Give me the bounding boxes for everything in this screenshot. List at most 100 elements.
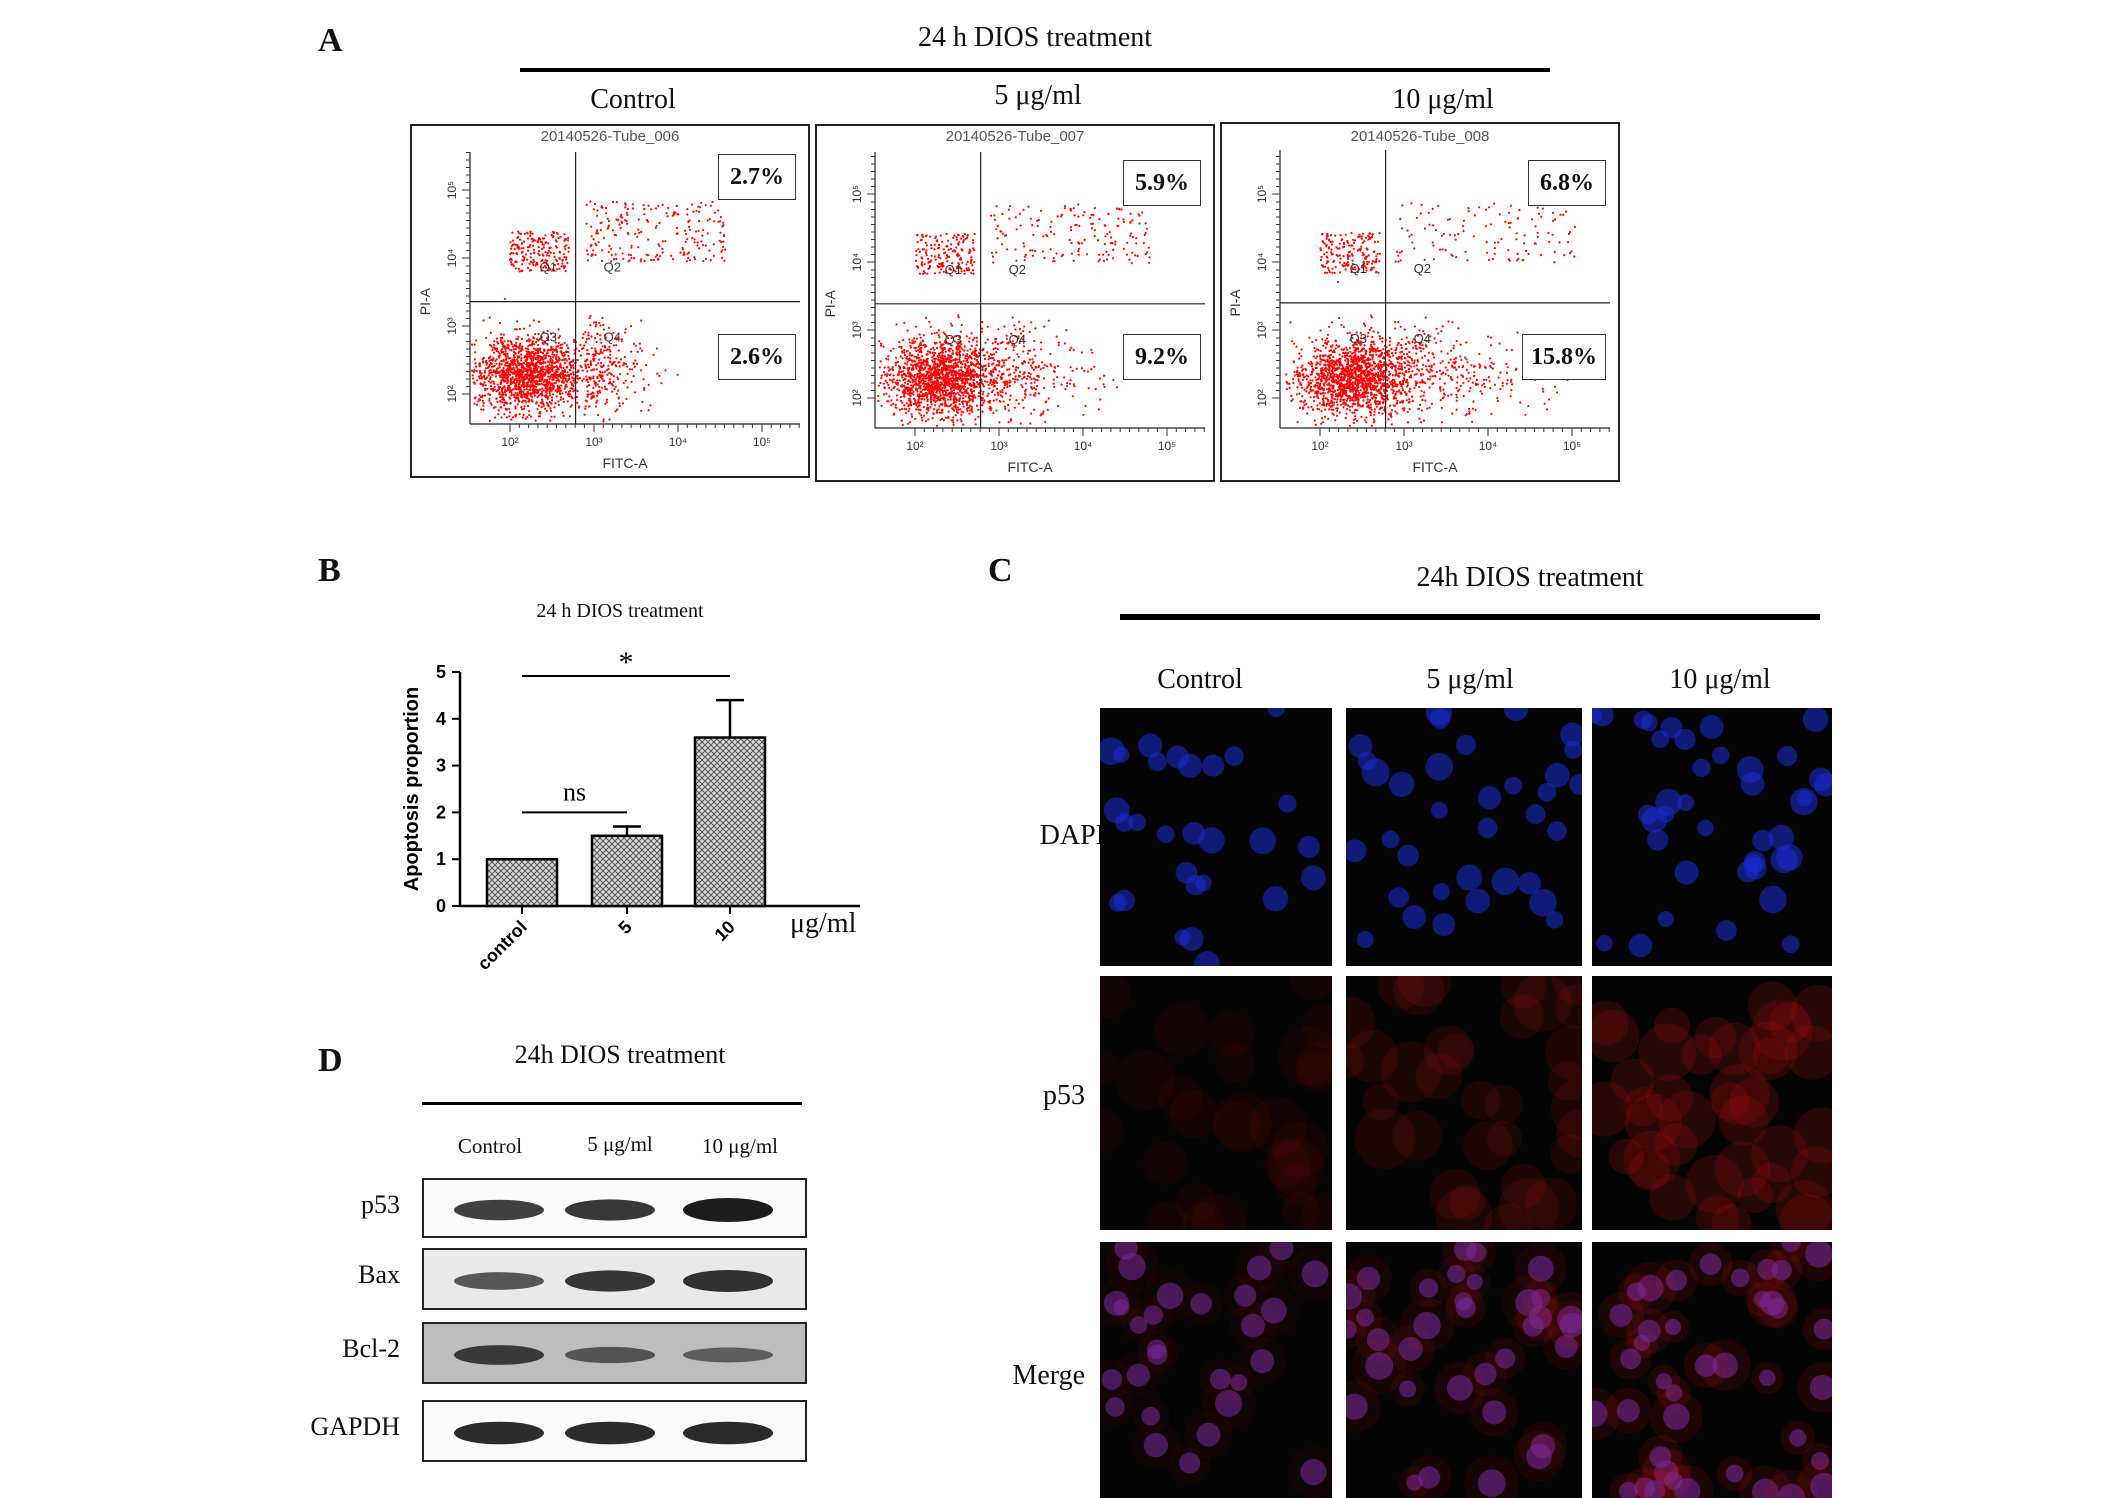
panel-c-header-rule xyxy=(1120,614,1820,620)
x-axis-label: FITC-A xyxy=(602,455,648,471)
panel-c-row-dapi: DAPI xyxy=(1005,820,1105,852)
panel-c-col-5: 5 μg/ml xyxy=(1345,664,1595,696)
quadrant-label: Q3 xyxy=(540,330,557,345)
blot-band xyxy=(683,1422,773,1445)
y-tick-label: 10⁴ xyxy=(1255,253,1269,272)
panel-b-unit-label: μg/ml xyxy=(790,908,856,940)
x-tick-label: 10⁴ xyxy=(1074,439,1093,453)
micrograph-dapi-5μg/ml xyxy=(1346,708,1582,966)
y-tick-label: 10⁴ xyxy=(445,249,459,268)
blot-strip-p53 xyxy=(422,1178,807,1238)
micrograph-merge-10μg/ml xyxy=(1592,1242,1832,1498)
y-tick-label: 10² xyxy=(1255,389,1269,406)
quadrant-label: Q1 xyxy=(540,260,557,275)
blot-band xyxy=(454,1422,544,1445)
flow-events xyxy=(471,201,726,423)
x-axis-label: FITC-A xyxy=(1412,459,1458,475)
x-tick-label: 10⁵ xyxy=(1158,439,1176,453)
panel-d-col-10: 10 μg/ml xyxy=(680,1134,800,1159)
panel-a-header: 24 h DIOS treatment xyxy=(520,22,1550,54)
quadrant-label: Q2 xyxy=(604,260,621,275)
x-tick-label: 10³ xyxy=(585,435,602,449)
quadrant-label: Q3 xyxy=(1350,331,1367,346)
y-tick-label: 10³ xyxy=(445,317,459,334)
bar-10 xyxy=(695,738,765,906)
micrograph-merge-Control xyxy=(1100,1242,1332,1498)
y-tick-label: 4 xyxy=(436,709,446,729)
quadrant-label: Q4 xyxy=(1009,332,1026,347)
panel-c-letter: C xyxy=(988,552,1013,590)
micrograph-dapi-10μg/ml xyxy=(1592,708,1832,966)
panel-c-row-p53: p53 xyxy=(1005,1080,1085,1112)
panel-c-col-control: Control xyxy=(1100,664,1300,696)
flow-events xyxy=(877,203,1150,427)
lower-right-percent: 9.2% xyxy=(1123,334,1201,380)
panel-d-letter: D xyxy=(318,1042,343,1080)
panel-c-row-merge: Merge xyxy=(1005,1360,1085,1392)
bar-control xyxy=(487,859,557,906)
blot-band xyxy=(454,1345,544,1365)
panel-b-letter: B xyxy=(318,552,341,590)
blot-band xyxy=(683,1198,773,1222)
quadrant-label: Q4 xyxy=(1414,331,1431,346)
upper-right-percent: 2.7% xyxy=(718,154,796,200)
x-tick-label: 10 xyxy=(711,917,739,945)
x-tick-label: 10⁴ xyxy=(669,435,688,449)
blot-band xyxy=(565,1270,655,1291)
quadrant-label: Q1 xyxy=(945,262,962,277)
y-axis-label: PI-A xyxy=(417,287,433,315)
blot-band xyxy=(683,1270,773,1292)
y-tick-label: 10² xyxy=(445,385,459,402)
x-tick-label: 5 xyxy=(615,917,636,938)
y-axis-label: PI-A xyxy=(822,290,838,318)
upper-right-percent: 6.8% xyxy=(1528,160,1606,206)
blot-band xyxy=(565,1347,655,1363)
x-tick-label: control xyxy=(474,917,531,974)
significance-label: * xyxy=(619,646,634,679)
micrograph-merge-5μg/ml xyxy=(1346,1242,1582,1498)
panel-b-title: 24 h DIOS treatment xyxy=(470,600,770,623)
blot-band xyxy=(454,1200,544,1221)
x-tick-label: 10² xyxy=(501,435,518,449)
micrograph-p53-Control xyxy=(1100,976,1332,1230)
blot-strip-bax xyxy=(422,1248,807,1310)
quadrant-label: Q1 xyxy=(1350,261,1367,276)
panel-a-header-rule xyxy=(520,68,1550,72)
y-tick-label: 10² xyxy=(850,389,864,406)
panel-d-col-control: Control xyxy=(430,1134,550,1159)
x-tick-label: 10⁵ xyxy=(1563,439,1581,453)
flow-events xyxy=(1285,202,1602,427)
y-tick-label: 3 xyxy=(436,756,446,776)
panel-d-header-rule xyxy=(422,1102,802,1105)
x-tick-label: 10⁴ xyxy=(1479,439,1498,453)
panel-a-condition-10: 10 μg/ml xyxy=(1220,84,1666,116)
x-tick-label: 10³ xyxy=(990,439,1007,453)
blot-strip-gapdh xyxy=(422,1400,807,1462)
panel-a-letter: A xyxy=(318,22,343,60)
quadrant-label: Q2 xyxy=(1414,261,1431,276)
y-axis-label: Apoptosis proportion xyxy=(401,687,423,891)
quadrant-label: Q2 xyxy=(1009,262,1026,277)
y-tick-label: 10³ xyxy=(850,321,864,338)
y-axis-label: PI-A xyxy=(1227,289,1243,317)
lower-right-percent: 15.8% xyxy=(1522,334,1606,380)
y-tick-label: 10⁵ xyxy=(1255,185,1269,203)
y-tick-label: 0 xyxy=(436,896,446,916)
y-tick-label: 1 xyxy=(436,849,446,869)
y-tick-label: 10⁵ xyxy=(445,181,459,199)
panel-a-condition-5: 5 μg/ml xyxy=(815,80,1261,112)
x-tick-label: 10³ xyxy=(1395,439,1412,453)
blot-band xyxy=(565,1199,655,1220)
lower-right-percent: 2.6% xyxy=(718,334,796,380)
micrograph-p53-10μg/ml xyxy=(1592,976,1832,1230)
y-tick-label: 10⁴ xyxy=(850,253,864,272)
micrograph-dapi-Control xyxy=(1100,708,1332,966)
blot-row-label-bcl-2: Bcl-2 xyxy=(290,1334,400,1364)
blot-strip-bcl-2 xyxy=(422,1322,807,1384)
panel-a-condition-control: Control xyxy=(410,84,856,116)
micrograph-p53-5μg/ml xyxy=(1346,976,1582,1230)
x-axis-label: FITC-A xyxy=(1007,459,1053,475)
